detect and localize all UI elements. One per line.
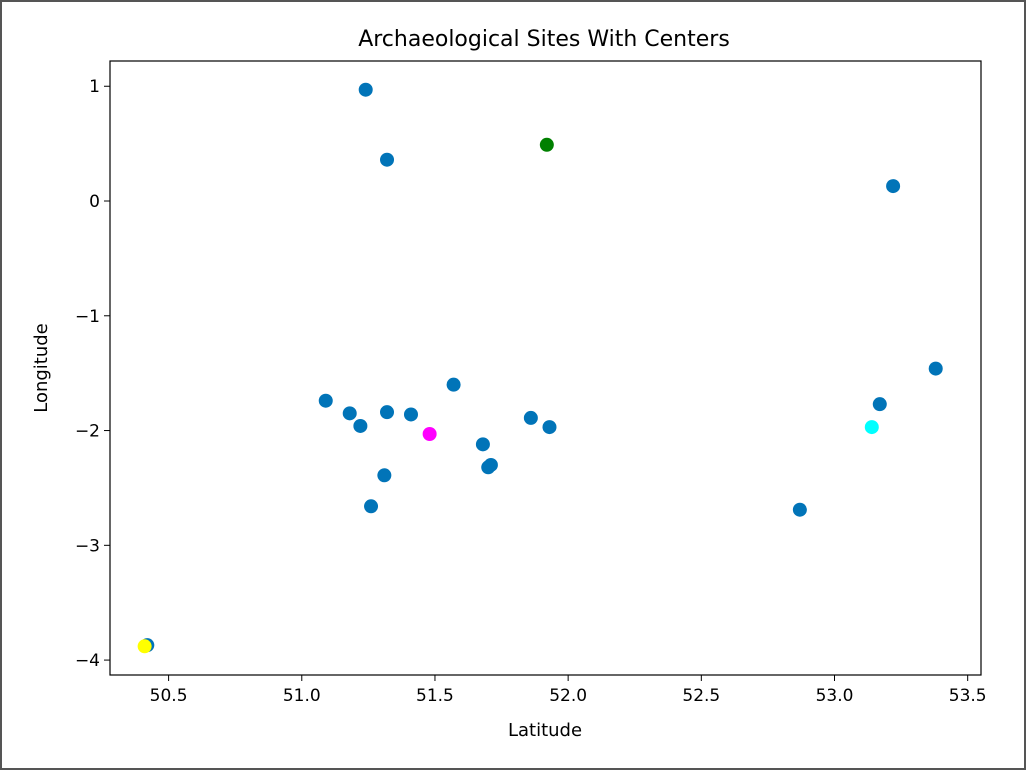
site-point <box>542 420 557 435</box>
site-point <box>380 152 395 167</box>
y-tick-label: −3 <box>75 536 100 556</box>
center-point <box>137 639 152 654</box>
site-point <box>886 179 901 194</box>
y-tick-label: −4 <box>75 651 100 671</box>
y-tick-label: 1 <box>89 77 100 97</box>
site-point <box>364 499 379 514</box>
x-tick-label: 50.5 <box>150 686 188 706</box>
y-tick-label: 0 <box>89 192 100 212</box>
x-axis-label: Latitude <box>508 720 582 741</box>
y-axis-label: Longitude <box>31 323 52 413</box>
site-point <box>446 377 461 392</box>
x-tick-label: 51.5 <box>416 686 454 706</box>
site-point <box>380 405 395 420</box>
site-point <box>377 468 392 483</box>
site-point <box>318 393 333 408</box>
data-points <box>137 82 943 654</box>
site-point <box>792 502 807 517</box>
site-point <box>403 407 418 422</box>
x-tick-label: 51.0 <box>283 686 321 706</box>
x-tick-label: 52.0 <box>549 686 587 706</box>
x-tick-label: 52.5 <box>682 686 720 706</box>
center-point <box>422 426 437 441</box>
y-tick-label: −1 <box>75 307 100 327</box>
chart-title: Archaeological Sites With Centers <box>358 27 730 52</box>
y-tick-label: −2 <box>75 422 100 442</box>
site-point <box>481 460 496 475</box>
center-point <box>539 137 554 152</box>
plot-area <box>109 60 982 676</box>
site-point <box>872 397 887 412</box>
site-point <box>358 82 373 97</box>
center-point <box>864 420 879 435</box>
site-point <box>342 406 357 421</box>
site-point <box>353 418 368 433</box>
x-tick-label: 53.0 <box>816 686 854 706</box>
x-axis-ticks: 50.5 51.0 51.5 52.0 52.5 53.0 53.5 <box>150 675 987 706</box>
site-point <box>523 410 538 425</box>
site-point <box>475 437 490 452</box>
x-tick-label: 53.5 <box>949 686 987 706</box>
y-axis-ticks: 1 0 −1 −2 −3 −4 <box>75 77 110 671</box>
site-point <box>928 361 943 376</box>
